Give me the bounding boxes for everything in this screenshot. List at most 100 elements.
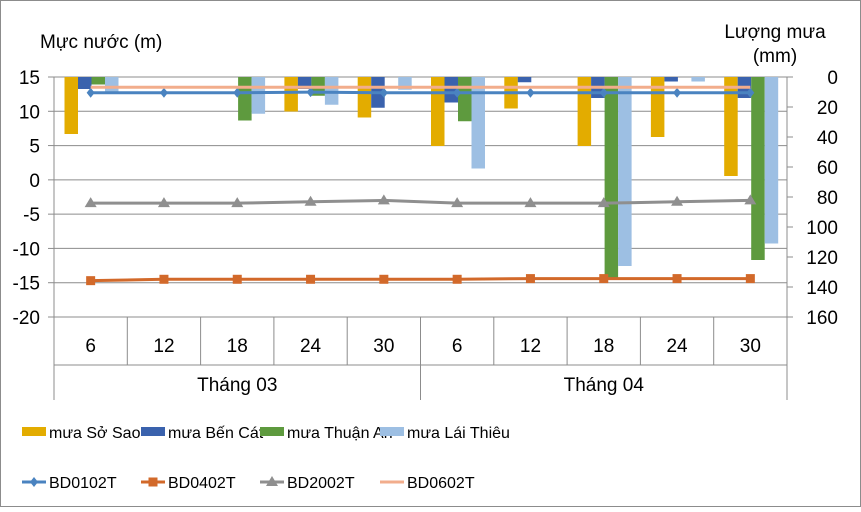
marker-BD0402T: [379, 274, 389, 284]
category-label: 6: [85, 336, 96, 357]
right-tick-label: 0: [827, 68, 838, 89]
marker-BD0102T: [599, 87, 608, 98]
marker-BD0102T: [86, 87, 95, 98]
bar-mưa-Thuận-An: [604, 77, 619, 278]
marker-BD2002T: [744, 194, 757, 205]
marker-BD0102T: [526, 87, 535, 98]
legend-swatch: [260, 427, 284, 436]
left-axis-title: Mực nước (m): [40, 32, 162, 53]
legend-label: BD0402T: [168, 475, 236, 492]
marker-BD2002T: [157, 197, 170, 208]
category-label: 24: [666, 336, 688, 357]
bar-mưa-Sở-Sao: [357, 77, 372, 118]
category-label: 18: [593, 336, 614, 357]
marker-BD0402T: [525, 274, 535, 284]
marker-BD2002T: [671, 195, 684, 206]
right-tick-label: 160: [806, 308, 838, 329]
marker-BD2002T: [231, 197, 244, 208]
right-tick-label: 80: [817, 188, 838, 209]
marker-BD0102T: [379, 87, 388, 98]
left-tick-label: -5: [23, 205, 40, 226]
bar-mưa-Lái-Thiêu: [764, 77, 779, 244]
line-BD0102T: [90, 90, 751, 95]
right-tick-label: 120: [806, 248, 838, 269]
legend-label: mưa Lái Thiêu: [407, 425, 510, 442]
right-tick-label: 140: [806, 278, 838, 299]
left-tick-label: -10: [13, 239, 40, 260]
marker-BD0402T: [672, 274, 682, 284]
legend-label: mưa Bến Cát: [168, 425, 264, 442]
marker-BD0402T: [452, 274, 462, 284]
bar-mưa-Bến-Cát: [444, 77, 458, 103]
right-tick-label: 60: [817, 158, 838, 179]
line-BD2002T: [90, 198, 751, 205]
bar-mưa-Thuận-An: [458, 77, 472, 122]
left-tick-label: 15: [19, 68, 40, 89]
marker-BD2002T: [524, 197, 537, 208]
bar-mưa-Thuận-An: [238, 77, 252, 121]
marker-BD0102T: [673, 87, 682, 98]
right-axis-title-line1: Lượng mưa: [724, 22, 826, 43]
legend-marker: [266, 476, 278, 486]
legend-label: BD2002T: [287, 475, 355, 492]
marker-BD0402T: [745, 274, 755, 284]
legend-label: BD0602T: [407, 475, 475, 492]
marker-BD0102T: [159, 87, 168, 98]
legend-swatch: [141, 427, 165, 436]
marker-BD0102T: [306, 87, 315, 98]
marker-BD0402T: [86, 276, 96, 286]
marker-BD0402T: [306, 274, 316, 284]
group-label: Tháng 03: [197, 375, 277, 396]
right-axis-title-line2: (mm): [753, 46, 797, 67]
right-tick-label: 20: [817, 98, 838, 119]
bar-mưa-Lái-Thiêu: [105, 77, 119, 92]
left-tick-label: 0: [29, 171, 40, 192]
legend-label: mưa Sở Sao: [49, 425, 141, 442]
marker-BD2002T: [304, 195, 317, 206]
category-label: 24: [300, 336, 322, 357]
bar-mưa-Thuận-An: [91, 77, 105, 85]
left-tick-label: 5: [29, 137, 40, 158]
bar-mưa-Lái-Thiêu: [471, 77, 485, 169]
bar-mưa-Bến-Cát: [78, 77, 92, 89]
right-tick-label: 100: [806, 218, 838, 239]
marker-BD2002T: [451, 197, 464, 208]
category-label: 30: [373, 336, 394, 357]
legend-swatch: [380, 427, 404, 436]
legend-label: BD0102T: [49, 475, 117, 492]
marker-BD0102T: [746, 87, 755, 98]
left-tick-label: 10: [19, 102, 40, 123]
marker-BD0102T: [233, 87, 242, 98]
marker-BD2002T: [84, 197, 97, 208]
legend-label: mưa Thuận An: [287, 425, 393, 442]
bar-mưa-Bến-Cát: [664, 77, 678, 82]
bar-mưa-Lái-Thiêu: [251, 77, 266, 114]
left-tick-label: -15: [13, 274, 40, 295]
bar-mưa-Bến-Cát: [517, 77, 532, 83]
category-label: 30: [740, 336, 761, 357]
bar-mưa-Thuận-An: [751, 77, 765, 260]
marker-BD2002T: [597, 197, 610, 208]
right-tick-label: 40: [817, 128, 838, 149]
bar-mưa-Lái-Thiêu: [618, 77, 632, 266]
legend-marker: [30, 477, 38, 487]
line-BD0402T: [90, 277, 751, 283]
category-label: 18: [227, 336, 248, 357]
group-label: Tháng 04: [564, 375, 645, 396]
marker-BD0102T: [453, 87, 462, 98]
marker-BD0402T: [599, 274, 609, 284]
bar-mưa-Sở-Sao: [64, 77, 78, 134]
left-tick-label: -20: [13, 308, 40, 329]
marker-BD2002T: [377, 194, 390, 205]
legend-marker: [148, 477, 158, 487]
bar-mưa-Sở-Sao: [284, 77, 298, 112]
category-label: 6: [452, 336, 463, 357]
marker-BD0402T: [232, 274, 242, 284]
category-label: 12: [153, 336, 174, 357]
bar-mưa-Lái-Thiêu: [691, 77, 705, 82]
legend-swatch: [22, 427, 46, 436]
category-label: 12: [520, 336, 541, 357]
bar-mưa-Sở-Sao: [724, 77, 738, 176]
